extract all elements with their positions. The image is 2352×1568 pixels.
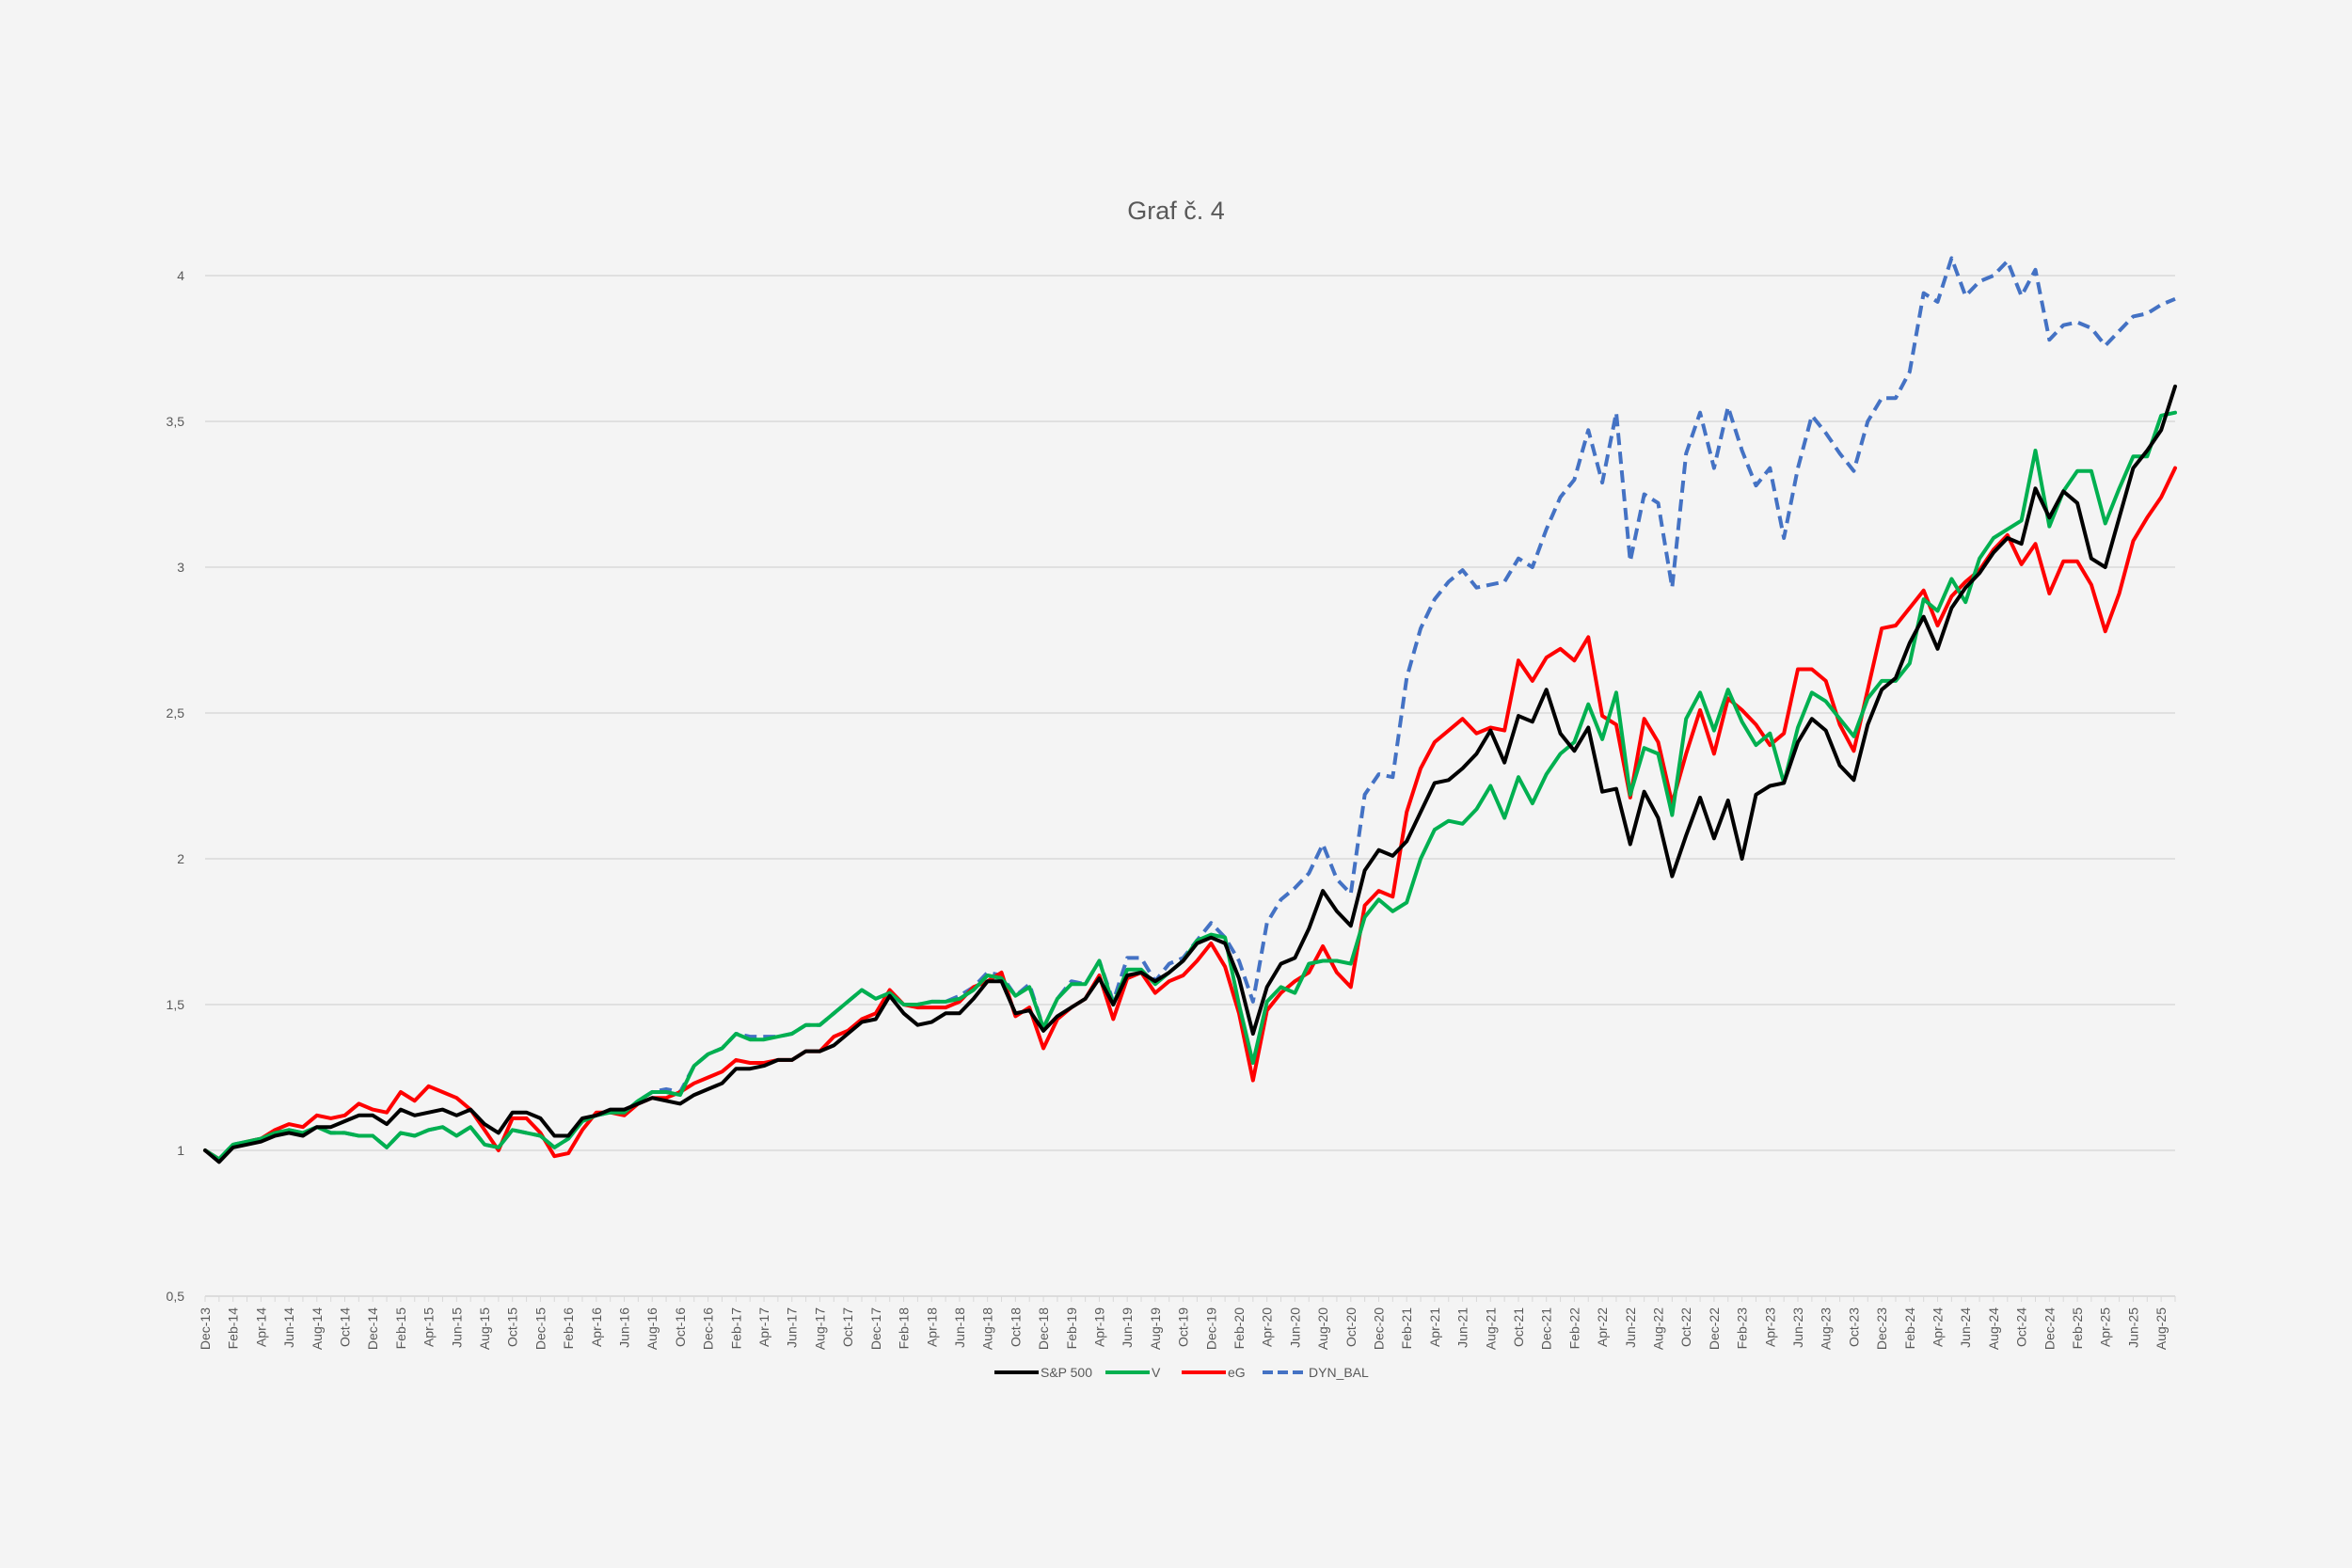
x-tick-label: Apr-17 — [756, 1307, 771, 1347]
x-tick-label: Apr-25 — [2098, 1307, 2113, 1347]
x-tick-label: Dec-19 — [1203, 1307, 1218, 1350]
x-tick-label: Apr-15 — [421, 1307, 437, 1347]
y-tick-label: 3,5 — [167, 414, 185, 429]
x-tick-label: Oct-21 — [1511, 1307, 1526, 1347]
x-tick-label: Jun-16 — [617, 1307, 632, 1348]
x-tick-label: Aug-14 — [310, 1307, 325, 1350]
x-tick-label: Jun-15 — [449, 1307, 464, 1348]
x-tick-label: Apr-16 — [589, 1307, 604, 1347]
x-tick-label: Feb-22 — [1566, 1307, 1581, 1350]
x-tick-label: Apr-22 — [1595, 1307, 1610, 1347]
x-tick-label: Feb-19 — [1064, 1307, 1079, 1350]
x-axis: Dec-13 Feb-14 Apr-14 Jun-14 Aug-14 Oct-14 Dec-… — [198, 1295, 2176, 1350]
x-tick-label: Oct-23 — [1846, 1307, 1861, 1347]
x-tick-label: Aug-20 — [1315, 1307, 1330, 1350]
chart-title: Graf č. 4 — [1127, 197, 1225, 225]
x-tick-label: Aug-22 — [1651, 1307, 1666, 1350]
x-tick-label: Oct-19 — [1176, 1307, 1191, 1347]
x-tick-label: Feb-17 — [728, 1307, 743, 1350]
x-tick-label: Oct-22 — [1678, 1307, 1693, 1347]
y-axis: 0,5 1 1,5 2 2,5 3 3,5 4 — [167, 268, 185, 1304]
x-tick-label: Jun-23 — [1790, 1307, 1805, 1348]
x-tick-label: Feb-14 — [226, 1307, 241, 1350]
x-tick-label: Jun-17 — [785, 1307, 800, 1348]
y-tick-label: 1,5 — [167, 997, 185, 1012]
x-tick-label: Jun-20 — [1287, 1307, 1302, 1348]
x-tick-label: Aug-21 — [1483, 1307, 1498, 1350]
x-tick-label: Feb-23 — [1735, 1307, 1750, 1350]
x-tick-label: Dec-21 — [1539, 1307, 1554, 1350]
x-tick-label: Dec-24 — [2042, 1307, 2057, 1350]
x-tick-label: Jun-24 — [1958, 1307, 1973, 1348]
legend-label: S&P 500 — [1041, 1365, 1092, 1380]
x-tick-label: Feb-18 — [897, 1307, 912, 1350]
x-tick-label: Jun-18 — [952, 1307, 967, 1348]
x-tick-label: Aug-24 — [1986, 1307, 2001, 1350]
x-tick-label: Apr-21 — [1427, 1307, 1442, 1347]
x-tick-label: Feb-24 — [1902, 1307, 1917, 1350]
x-tick-label: Feb-21 — [1399, 1307, 1414, 1350]
x-tick-label: Jun-21 — [1455, 1307, 1470, 1348]
series-line-s-p-500 — [203, 384, 2177, 1164]
x-tick-label: Jun-25 — [2125, 1307, 2140, 1348]
legend-label: eG — [1228, 1365, 1246, 1380]
x-tick-label: Dec-20 — [1371, 1307, 1386, 1350]
x-tick-label: Dec-18 — [1036, 1307, 1051, 1350]
y-tick-label: 2,5 — [167, 705, 185, 721]
x-tick-label: Dec-15 — [532, 1307, 548, 1350]
x-tick-label: Aug-25 — [2153, 1307, 2169, 1350]
x-tick-label: Aug-18 — [980, 1307, 995, 1350]
x-tick-label: Dec-23 — [1874, 1307, 1889, 1350]
x-tick-label: Apr-23 — [1762, 1307, 1777, 1347]
y-tick-label: 0,5 — [167, 1289, 185, 1304]
x-tick-label: Apr-19 — [1091, 1307, 1106, 1347]
x-tick-label: Aug-19 — [1148, 1307, 1163, 1350]
x-tick-label: Dec-13 — [198, 1307, 213, 1350]
x-tick-label: Jun-14 — [281, 1307, 296, 1348]
y-tick-label: 2 — [177, 851, 184, 866]
series-line-eg — [203, 466, 2177, 1162]
legend-label: V — [1152, 1365, 1161, 1380]
x-tick-label: Dec-16 — [701, 1307, 716, 1350]
x-tick-label: Oct-20 — [1343, 1307, 1359, 1347]
x-tick-label: Feb-20 — [1232, 1307, 1247, 1350]
y-tick-label: 1 — [177, 1143, 184, 1158]
x-tick-label: Jun-19 — [1120, 1307, 1135, 1348]
x-tick-label: Apr-24 — [1931, 1307, 1946, 1347]
x-tick-label: Apr-20 — [1260, 1307, 1275, 1347]
y-tick-label: 4 — [177, 268, 184, 283]
y-tick-label: 3 — [177, 560, 184, 575]
x-tick-label: Apr-14 — [253, 1307, 268, 1347]
x-tick-label: Aug-16 — [644, 1307, 660, 1350]
legend-label: DYN_BAL — [1309, 1365, 1369, 1380]
x-tick-label: Feb-15 — [393, 1307, 408, 1350]
x-tick-label: Aug-15 — [477, 1307, 492, 1350]
x-tick-label: Feb-16 — [561, 1307, 576, 1350]
series-lines — [203, 256, 2177, 1164]
x-tick-label: Oct-14 — [338, 1307, 353, 1347]
x-tick-label: Oct-24 — [2014, 1307, 2029, 1347]
x-tick-label: Aug-23 — [1819, 1307, 1834, 1350]
x-tick-label: Oct-15 — [505, 1307, 520, 1347]
x-tick-label: Dec-14 — [365, 1307, 380, 1350]
x-tick-label: Jun-22 — [1623, 1307, 1638, 1348]
x-tick-label: Aug-17 — [812, 1307, 827, 1350]
x-tick-label: Oct-17 — [840, 1307, 855, 1347]
x-tick-label: Dec-17 — [868, 1307, 883, 1350]
x-tick-label: Oct-18 — [1008, 1307, 1023, 1347]
x-tick-label: Dec-22 — [1707, 1307, 1722, 1350]
x-tick-label: Feb-25 — [2070, 1307, 2085, 1350]
x-tick-label: Oct-16 — [673, 1307, 688, 1347]
x-tick-label: Apr-18 — [924, 1307, 939, 1347]
